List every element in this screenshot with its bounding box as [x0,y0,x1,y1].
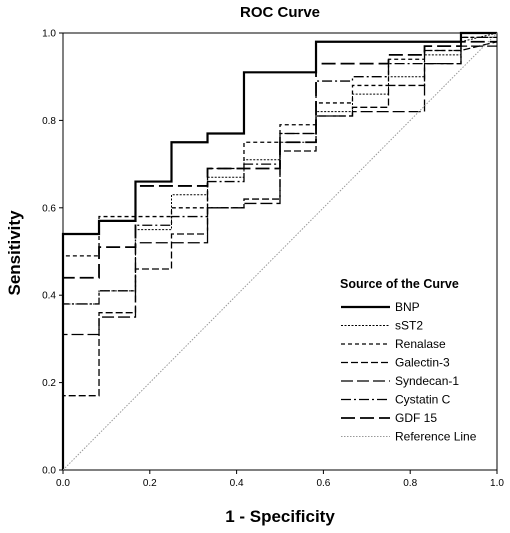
y-tick-label: 0.4 [42,291,56,302]
legend-entry-label: sST2 [395,319,423,333]
series-line-syndecan-1 [62,45,497,470]
legend-entry-label: Renalase [395,337,446,351]
y-tick-label: 1.0 [42,29,56,40]
x-tick-label: 0.0 [56,478,70,489]
legend-items: BNP sST2 Renalase Galectin-3 Syndecan-1 Cysta… [341,300,477,444]
legend-entry-label: Cystatin C [395,393,451,407]
y-tick-label: 0.2 [42,378,56,389]
series-line-reference-line [62,32,498,471]
legend-entry-label: BNP [395,300,420,314]
legend-entry-label: Galectin-3 [395,356,450,370]
y-tick-label: 0.8 [42,116,56,127]
x-tick-label: 0.4 [230,478,244,489]
x-tick-label: 0.6 [316,478,330,489]
series-line-gdf-15 [62,40,497,470]
series-layer [61,31,498,471]
x-tick-label: 0.2 [143,478,157,489]
x-tick-label: 1.0 [490,478,504,489]
x-axis-label: 1 - Specificity [225,507,335,526]
y-axis-label: Sensitivity [5,210,24,296]
legend-entry-label: Reference Line [395,430,477,444]
chart-title: ROC Curve [240,4,320,21]
legend: Source of the Curve BNP sST2 Renalase Galec… [340,277,477,444]
legend-entry-label: Syndecan-1 [395,374,459,388]
x-tick-label: 0.8 [403,478,417,489]
y-tick-label: 0.0 [42,466,56,477]
legend-entry-label: GDF 15 [395,411,437,425]
legend-title: Source of the Curve [340,277,459,291]
y-tick-label: 0.6 [42,203,56,214]
ticks-layer: 0.0 0.2 0.4 0.6 0.8 1.0 0.0 0.2 0.4 0.6 0.8 1.0 [42,29,504,490]
